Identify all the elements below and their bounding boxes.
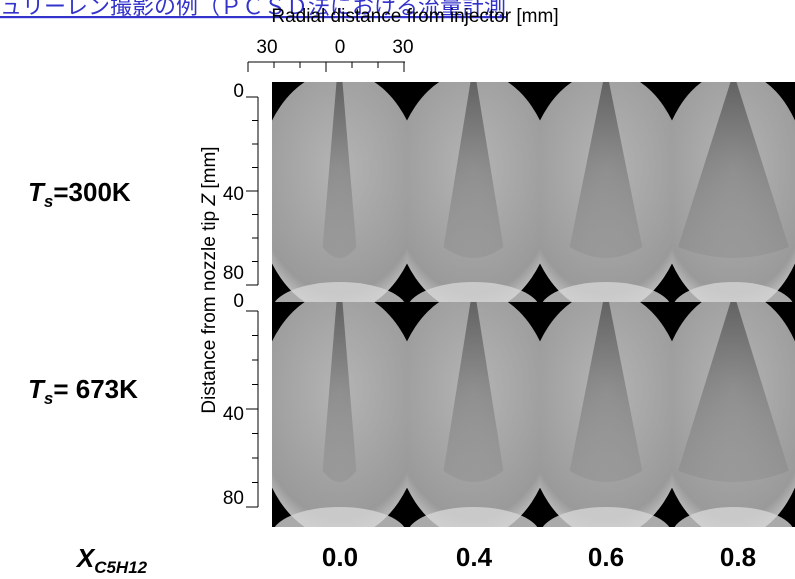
row-tick-label: 40 xyxy=(223,184,244,205)
left-axis-text: Distance from nozzle tip xyxy=(199,211,220,414)
window-bottom xyxy=(542,507,670,527)
column-variable: XC5H12 xyxy=(75,543,148,577)
column-label: 0.4 xyxy=(456,542,493,572)
spray-plume xyxy=(322,302,357,482)
spray-image xyxy=(407,82,540,302)
spray-plume xyxy=(569,82,643,258)
top-tick-label: 30 xyxy=(392,37,413,58)
column-symbol: X xyxy=(75,543,96,573)
spray-image xyxy=(407,302,540,527)
column-label: 0.0 xyxy=(322,542,358,572)
spray-image xyxy=(540,302,672,527)
top-tick-label: 0 xyxy=(335,37,346,58)
top-tick-label: 30 xyxy=(256,37,277,58)
column-label: 0.6 xyxy=(588,542,624,572)
top-axis-label: Radial distance from injector [mm] xyxy=(271,6,558,27)
window-bottom xyxy=(274,507,405,527)
row-value: =300K xyxy=(53,177,131,207)
column-label: 0.8 xyxy=(720,542,756,572)
spray-image xyxy=(272,302,407,527)
row-label: Ts= 673K xyxy=(28,374,138,408)
spray-image xyxy=(672,82,795,302)
window-bottom xyxy=(409,507,538,527)
spray-plume xyxy=(322,82,357,258)
row-tick-label: 0 xyxy=(233,81,244,102)
row-tick-label: 0 xyxy=(233,291,244,312)
spray-plume xyxy=(678,82,789,258)
row-subscript: s xyxy=(44,389,53,408)
spray-plume xyxy=(443,302,504,482)
row-label: Ts=300K xyxy=(28,177,131,211)
row-tick-label: 80 xyxy=(223,263,244,284)
spray-image xyxy=(272,82,407,302)
left-axis-label: Distance from nozzle tip Z [mm] xyxy=(199,146,220,413)
row-tick-label: 80 xyxy=(223,488,244,509)
header-title[interactable]: ュリーレン撮影の例（ＰＣＳＤ法における流量計測 xyxy=(0,0,506,19)
spray-image xyxy=(540,82,672,302)
window-bottom xyxy=(674,282,793,302)
row-value: = 673K xyxy=(53,374,138,404)
spray-plume xyxy=(443,82,504,258)
spray-image xyxy=(672,302,795,527)
row-subscript: s xyxy=(44,192,53,211)
window-bottom xyxy=(674,507,793,527)
window-bottom xyxy=(274,282,405,302)
spray-plume xyxy=(678,302,789,482)
row-tick-label: 40 xyxy=(223,404,244,425)
left-axis-variable: Z xyxy=(199,193,220,207)
top-ruler xyxy=(247,61,405,72)
left-axis-unit: [mm] xyxy=(199,146,220,188)
row-symbol: T xyxy=(28,374,46,404)
row-symbol: T xyxy=(28,177,46,207)
spray-plume xyxy=(569,302,643,482)
window-bottom xyxy=(409,282,538,302)
column-subscript: C5H12 xyxy=(94,558,147,577)
window-bottom xyxy=(542,282,670,302)
